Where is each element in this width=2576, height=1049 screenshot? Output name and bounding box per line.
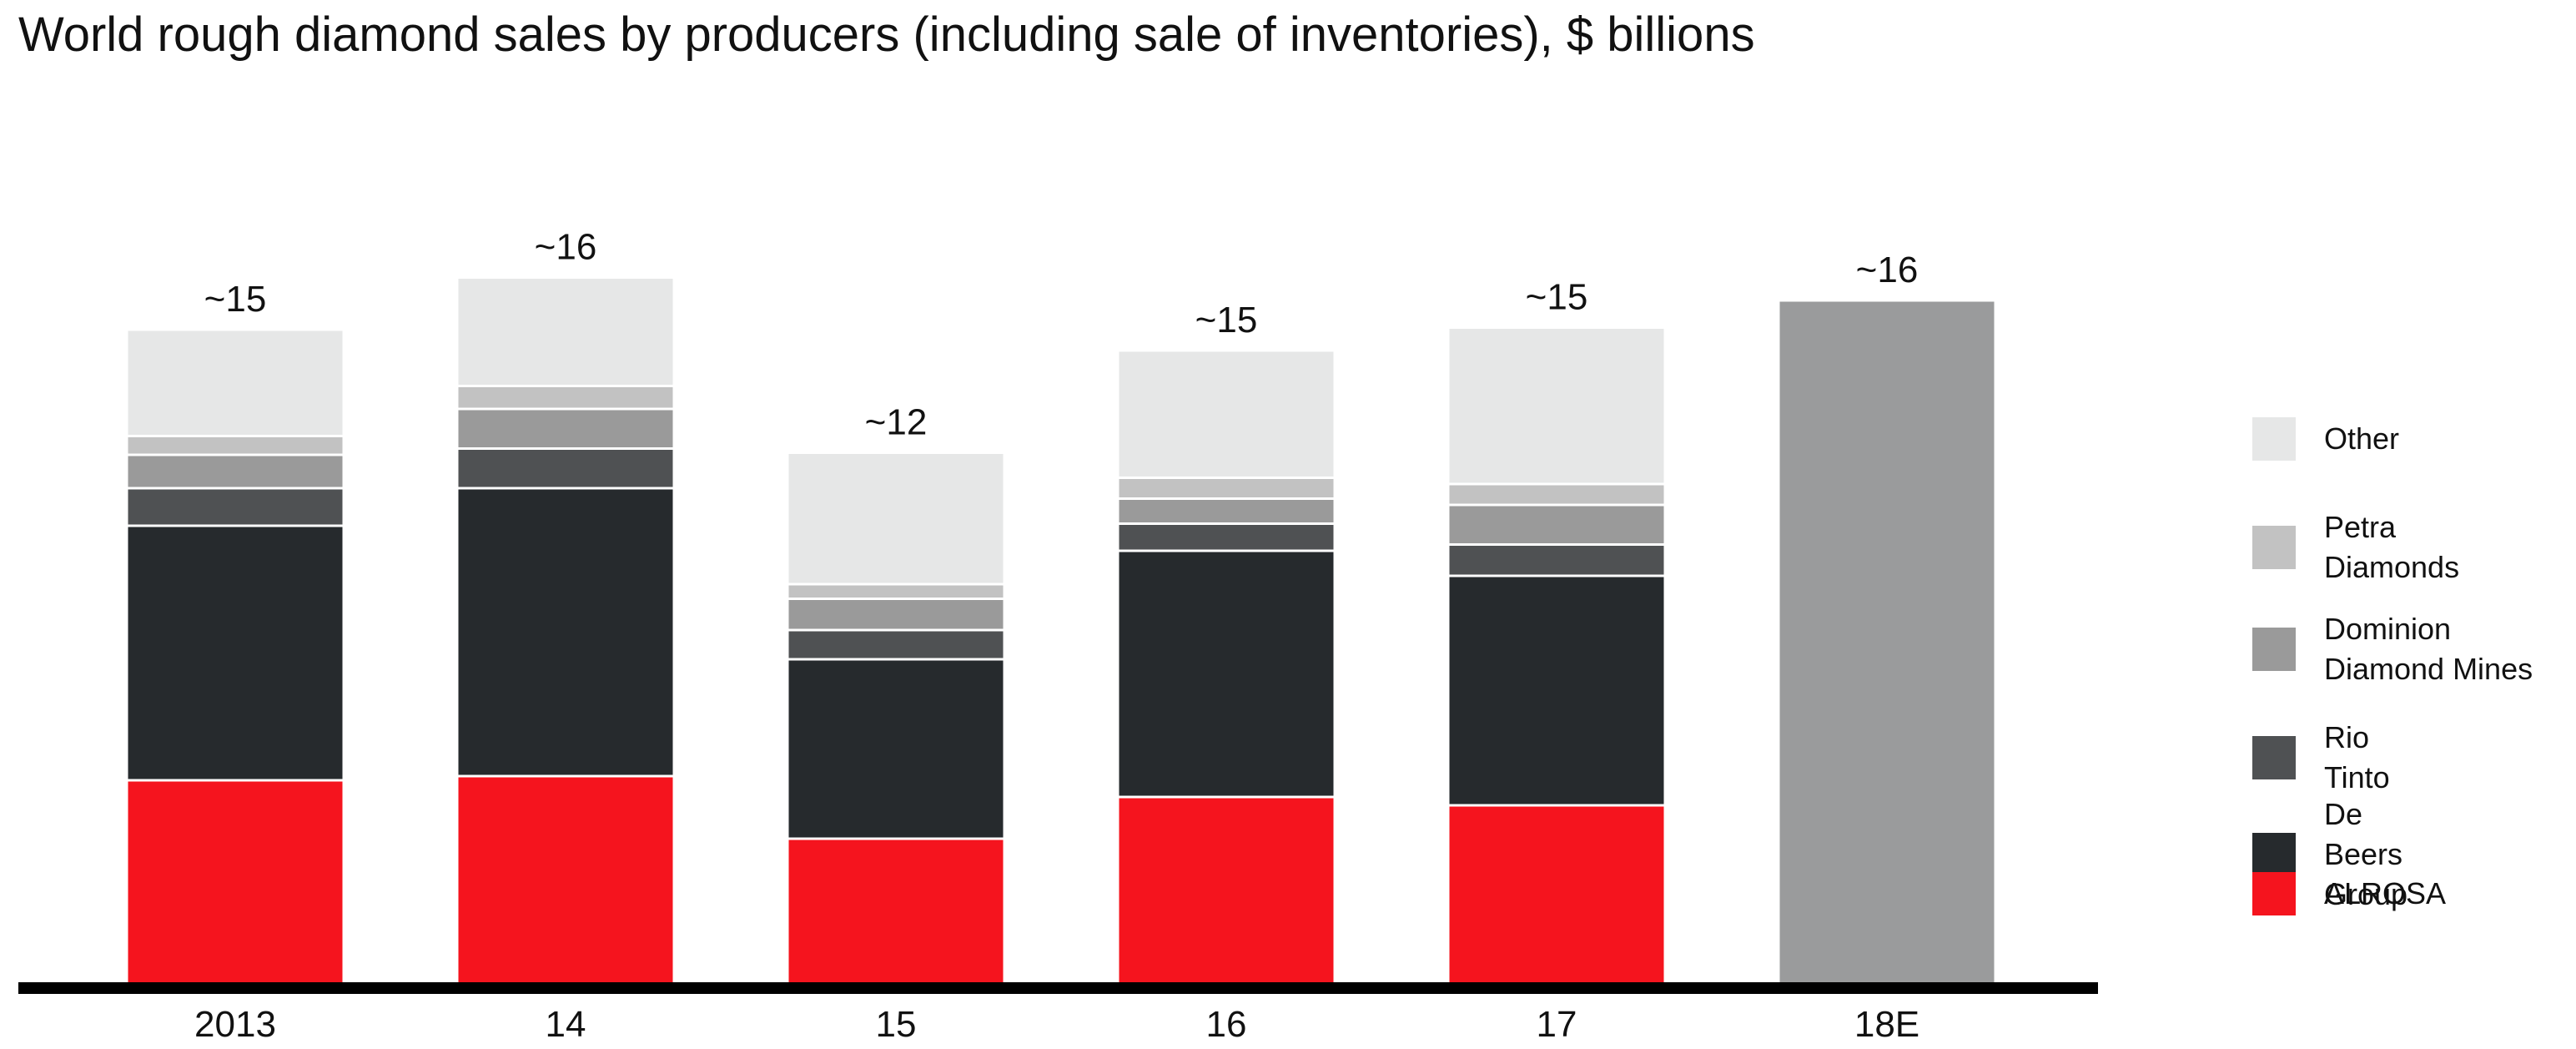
legend-item-alrosa: ALROSA — [2252, 872, 2446, 915]
legend-item-dominion-diamond-mines: Dominion Diamond Mines — [2252, 609, 2574, 689]
bar-segment-petra-diamonds-16 — [1116, 477, 1336, 500]
legend-label-de-beers-group: De Beers Group — [2324, 797, 2408, 911]
legend-swatch-other — [2252, 417, 2296, 461]
x-tick-label-16: 16 — [1206, 1004, 1247, 1045]
legend-label-petra-diamonds: Petra Diamonds — [2324, 510, 2460, 584]
bar-segment-alrosa-14 — [455, 774, 676, 986]
x-tick-label-15: 15 — [876, 1004, 917, 1045]
bar-segment-dominion-diamond-mines-16 — [1116, 497, 1336, 525]
x-tick-label-18e: 18E — [1854, 1004, 1919, 1045]
x-tick-label-2013: 2013 — [194, 1004, 276, 1045]
total-label-16: ~15 — [1195, 300, 1258, 340]
x-tick-label-17: 17 — [1537, 1004, 1577, 1045]
bar-segment-rio-tinto-14 — [455, 447, 676, 490]
bar-segment-dominion-diamond-mines-17 — [1446, 503, 1667, 546]
bar-segment-rio-tinto-2013 — [125, 487, 345, 527]
bar-segment-dominion-diamond-mines-2013 — [125, 453, 345, 490]
total-label-17: ~15 — [1526, 277, 1588, 318]
total-label-18e: ~16 — [1856, 250, 1919, 290]
legend-label-other: Other — [2324, 421, 2400, 456]
legend-label-alrosa: ALROSA — [2324, 876, 2447, 910]
bar-segment-alrosa-17 — [1446, 804, 1667, 986]
bar-segment-other-17 — [1446, 326, 1667, 486]
total-label-2013: ~15 — [204, 279, 267, 320]
legend-item-petra-diamonds: Petra Diamonds — [2252, 507, 2459, 588]
legend-swatch-alrosa — [2252, 872, 2296, 915]
bar-segment-other-14 — [455, 276, 676, 387]
bar-segment-petra-diamonds-2013 — [125, 435, 345, 456]
bar-segment-petra-diamonds-17 — [1446, 482, 1667, 507]
total-label-15: ~12 — [865, 402, 928, 443]
legend-label-rio-tinto: Rio Tinto — [2324, 720, 2390, 794]
x-tick-label-14: 14 — [546, 1004, 586, 1045]
bar-segment-petra-diamonds-15 — [786, 582, 1006, 600]
legend-item-other: Other — [2252, 417, 2399, 461]
bar-segment-alrosa-15 — [786, 837, 1006, 986]
bar-segment-dominion-diamond-mines-14 — [455, 407, 676, 450]
bar-segment-de-beers-group-16 — [1116, 549, 1336, 799]
bar-segment-other-16 — [1116, 349, 1336, 479]
bar-segment-de-beers-group-2013 — [125, 524, 345, 782]
bar-segment-de-beers-group-14 — [455, 487, 676, 778]
total-label-14: ~16 — [535, 227, 597, 268]
bar-segment-petra-diamonds-14 — [455, 385, 676, 411]
chart-title: World rough diamond sales by producers (… — [18, 8, 1755, 62]
bar-segment-de-beers-group-15 — [786, 658, 1006, 840]
legend-swatch-de-beers-group — [2252, 833, 2296, 876]
legend-label-dominion-diamond-mines: Dominion Diamond Mines — [2324, 612, 2533, 686]
bar-segment-dominion-diamond-mines-15 — [786, 598, 1006, 632]
legend-swatch-dominion-diamond-mines — [2252, 628, 2296, 671]
bar-segment-total-estimate-18e — [1777, 299, 1997, 986]
bar-segment-de-beers-group-17 — [1446, 574, 1667, 807]
legend-swatch-petra-diamonds — [2252, 526, 2296, 569]
legend-item-de-beers-group: De Beers Group — [2252, 794, 2407, 915]
bar-segment-alrosa-16 — [1116, 795, 1336, 986]
legend-swatch-rio-tinto — [2252, 736, 2296, 779]
bar-segment-alrosa-2013 — [125, 779, 345, 986]
bar-segment-rio-tinto-17 — [1446, 543, 1667, 577]
bar-segment-rio-tinto-15 — [786, 628, 1006, 661]
legend-item-rio-tinto: Rio Tinto — [2252, 718, 2390, 798]
bar-segment-other-15 — [786, 451, 1006, 586]
bar-segment-other-2013 — [125, 328, 345, 437]
bar-segment-rio-tinto-16 — [1116, 522, 1336, 552]
